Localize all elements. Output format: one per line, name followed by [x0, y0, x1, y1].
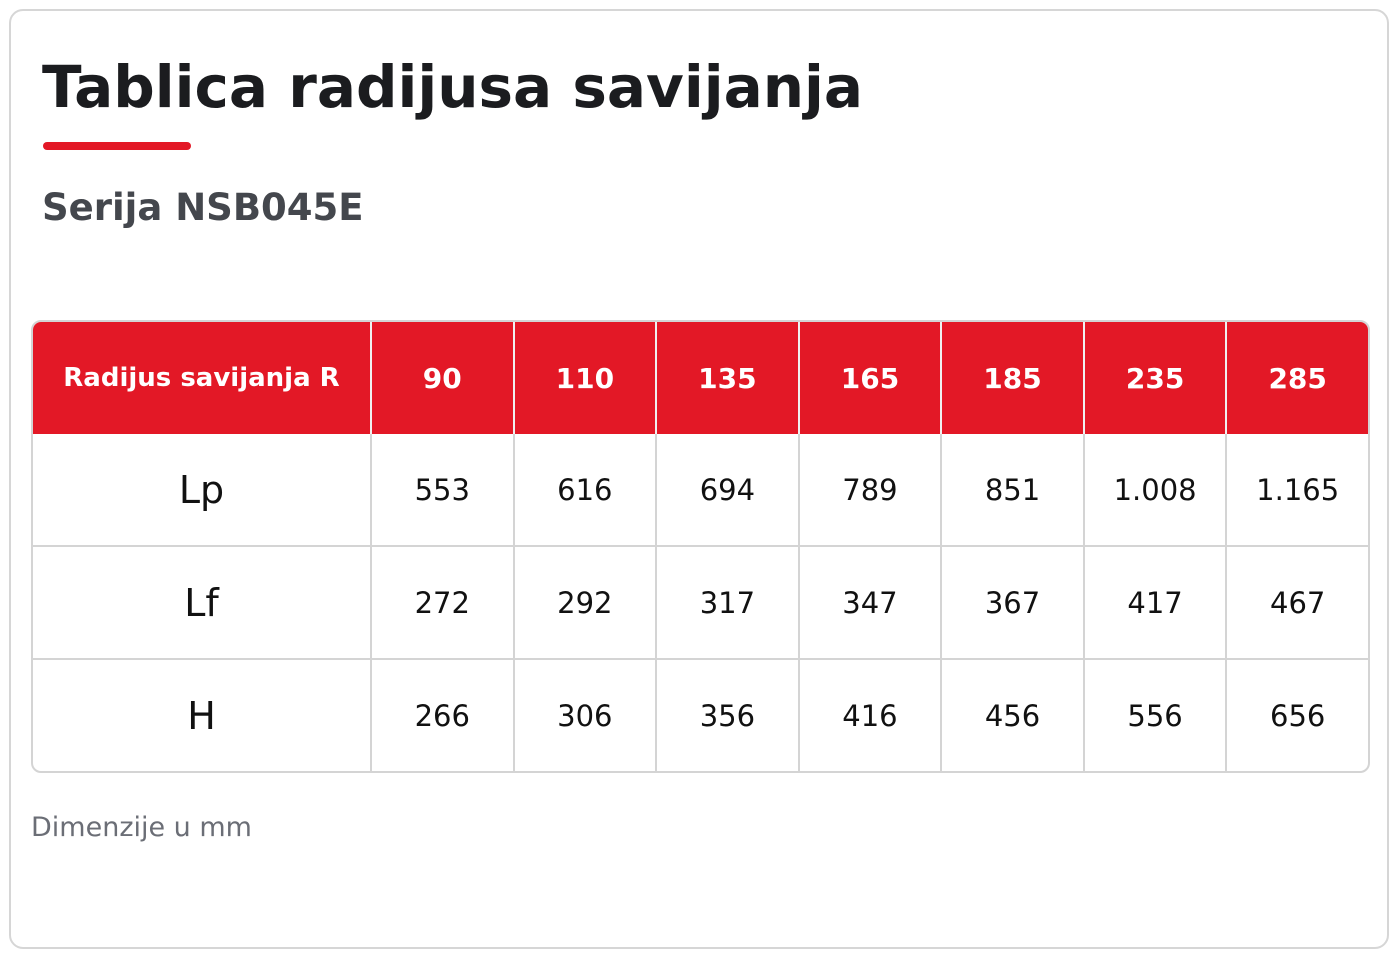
- header-row: Radijus savijanja R 90 110 135 165 185 235 285: [33, 322, 1368, 434]
- subtitle: Serija NSB045E: [42, 186, 364, 229]
- column-header: 110: [512, 322, 656, 434]
- row-label: H: [33, 658, 370, 771]
- row-label: Lp: [178, 467, 225, 512]
- table-cell: 417: [1082, 545, 1226, 658]
- table-cell: 292: [512, 545, 656, 658]
- table-cell: 456: [940, 658, 1083, 771]
- table-cell: 789: [797, 434, 941, 545]
- table-cell: 616: [512, 434, 656, 545]
- title: Tablica radijusa savijanja: [42, 53, 864, 121]
- table-cell: 347: [797, 545, 941, 658]
- table-body: Lp 553 616 694 789 851 1.008 1.165 Lf 272 292 317 34…: [33, 434, 1368, 771]
- footnote: Dimenzije u mm: [31, 812, 252, 843]
- column-header: Radijus savijanja R: [33, 322, 370, 434]
- table-cell: 656: [1225, 658, 1368, 771]
- table-cell: 266: [370, 658, 513, 771]
- table-cell: 694: [655, 434, 798, 545]
- table-cell: 467: [1225, 545, 1368, 658]
- column-header: 185: [940, 322, 1083, 434]
- table-row: H 266 306 356 416 456 556 656: [33, 658, 1368, 771]
- column-header: 135: [655, 322, 798, 434]
- table-cell: 306: [512, 658, 656, 771]
- table-cell: 851: [940, 434, 1083, 545]
- table-cell: 317: [655, 545, 798, 658]
- table-cell: 416: [797, 658, 941, 771]
- column-header: 285: [1225, 322, 1368, 434]
- row-label: Lf: [33, 545, 370, 658]
- data-table: Radijus savijanja R 90 110 135 165 185 235 285 …: [31, 320, 1370, 773]
- title-underline: [43, 142, 191, 150]
- table-cell: 556: [1082, 658, 1226, 771]
- table-row: Lf 272 292 317 347 367 417 467: [33, 545, 1368, 658]
- table-cell: 1.008: [1082, 434, 1226, 545]
- card: [9, 9, 1389, 949]
- table-row: Lp 553 616 694 789 851 1.008 1.165: [33, 434, 1368, 545]
- column-header: 235: [1082, 322, 1226, 434]
- table-cell: 356: [655, 658, 798, 771]
- column-header: 90: [370, 322, 513, 434]
- column-header: 165: [797, 322, 941, 434]
- table-cell: 553: [370, 434, 513, 545]
- table-cell: 1.165: [1225, 434, 1368, 545]
- table-cell: 367: [940, 545, 1083, 658]
- table-cell: 272: [370, 545, 513, 658]
